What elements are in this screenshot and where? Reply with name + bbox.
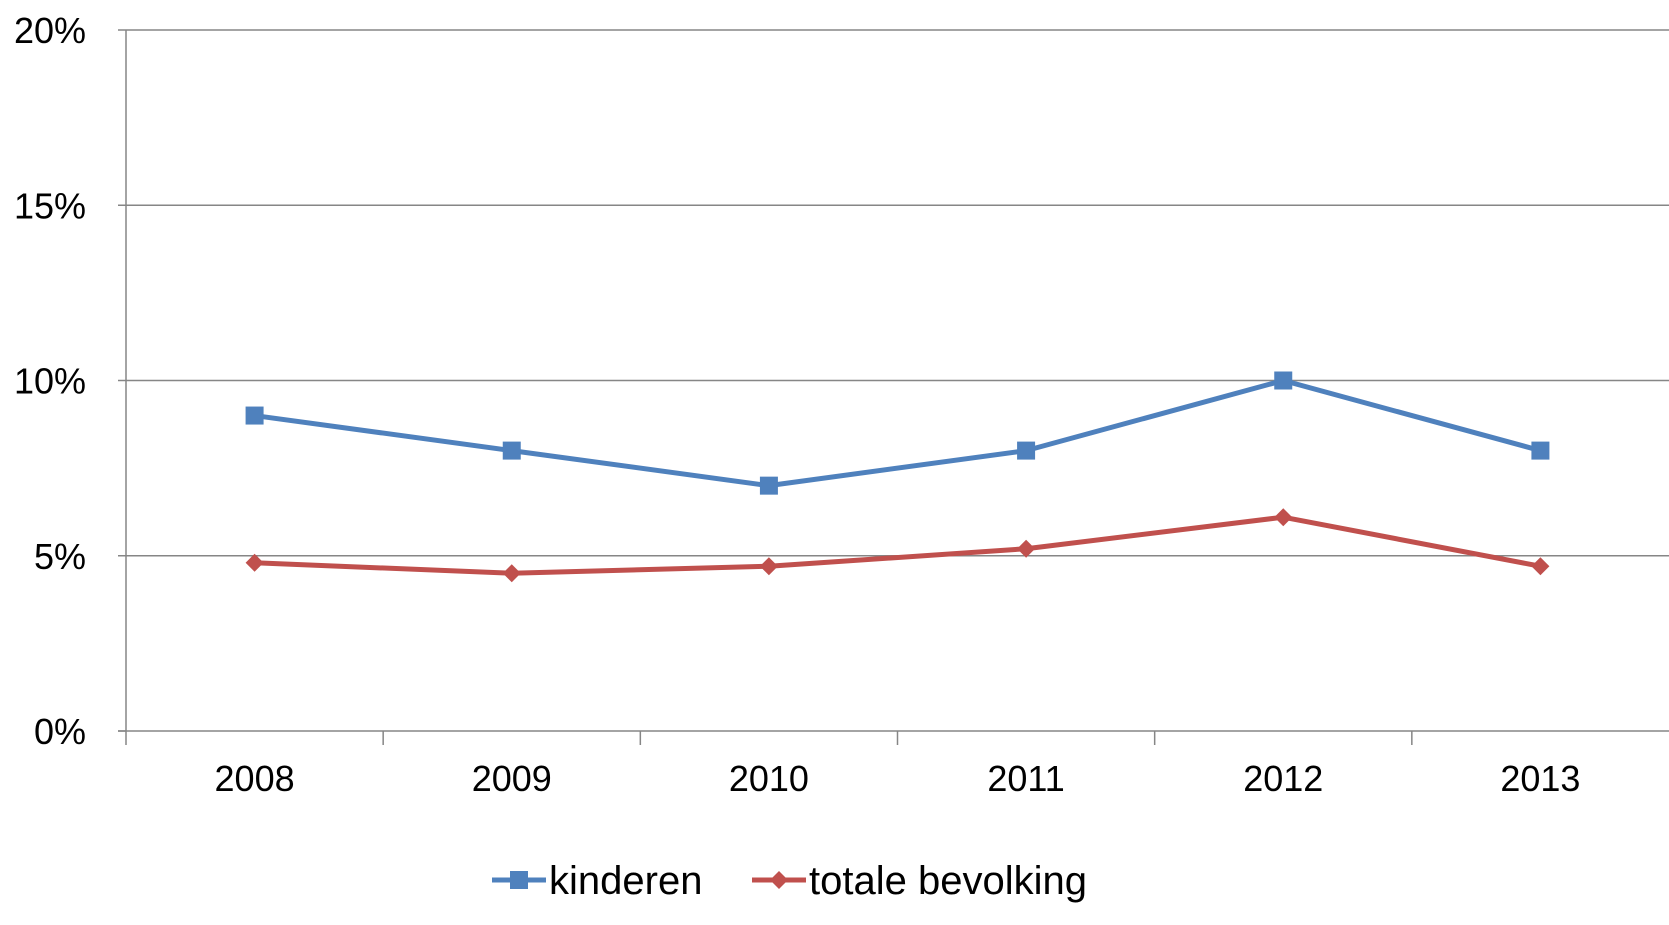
- x-tick-label: 2013: [1500, 758, 1580, 799]
- data-point: [502, 564, 521, 583]
- y-tick-label: 10%: [14, 361, 86, 402]
- y-tick-labels: 0% 5% 10% 15% 20%: [14, 10, 86, 752]
- legend-label: totale bevolking: [809, 859, 1087, 903]
- data-point: [245, 553, 264, 572]
- axes: [118, 29, 1669, 745]
- series-2: [245, 508, 1550, 583]
- x-tick-label: 2010: [729, 758, 809, 799]
- series: [245, 371, 1550, 583]
- y-tick-label: 5%: [34, 536, 86, 577]
- series-1: [245, 371, 1550, 495]
- data-point: [1274, 508, 1293, 527]
- data-point: [759, 557, 778, 576]
- x-tick-label: 2009: [472, 758, 552, 799]
- y-tick-label: 15%: [14, 185, 86, 226]
- data-point: [502, 441, 521, 460]
- series-line: [254, 378, 1542, 489]
- legend-label: kinderen: [549, 859, 702, 903]
- data-point: [759, 476, 778, 495]
- data-point: [1274, 371, 1293, 390]
- data-point: [245, 406, 264, 425]
- legend-marker: [770, 871, 788, 889]
- x-tick-label: 2011: [987, 758, 1064, 799]
- data-point: [1017, 441, 1036, 460]
- x-tick-label: 2012: [1243, 758, 1323, 799]
- series-line: [254, 514, 1541, 576]
- data-point: [1531, 441, 1550, 460]
- x-tick-labels: 2008 2009 2010 2011 2012 2013: [215, 758, 1581, 799]
- y-tick-label: 20%: [14, 10, 86, 51]
- y-tick-label: 0%: [34, 711, 86, 752]
- data-point: [1531, 557, 1550, 576]
- legend: kinderen totale bevolking: [492, 859, 1087, 903]
- gridlines: [126, 29, 1669, 557]
- data-point: [1017, 539, 1036, 558]
- legend-marker: [510, 871, 528, 889]
- legend-item: totale bevolking: [752, 859, 1087, 903]
- legend-item: kinderen: [492, 859, 702, 903]
- x-tick-label: 2008: [215, 758, 295, 799]
